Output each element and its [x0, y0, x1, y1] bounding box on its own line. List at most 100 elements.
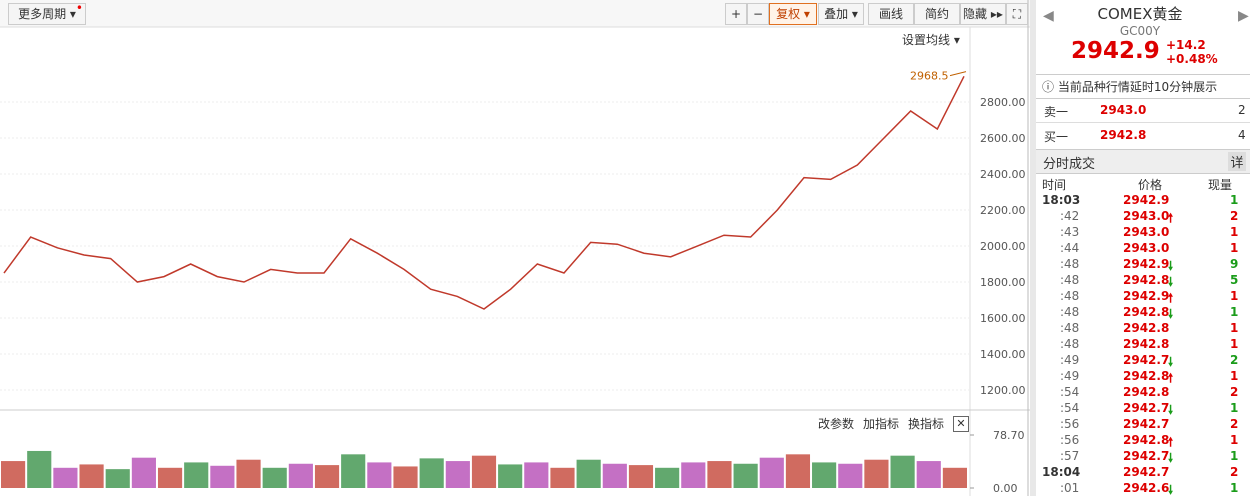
trade-price: 2942.8 — [1123, 433, 1170, 447]
trade-arrow: 🠗 — [1168, 307, 1174, 321]
trade-qty: 1 — [1230, 337, 1239, 351]
volume-bar — [838, 463, 863, 488]
prev-arrow[interactable]: ◀ — [1043, 8, 1054, 24]
trade-row: :43 2943.0 1 — [1036, 225, 1250, 241]
trade-qty: 2 — [1230, 385, 1239, 399]
volume-bar — [628, 465, 654, 488]
trade-price: 2942.8 — [1123, 273, 1170, 287]
trade-price: 2942.9 — [1123, 289, 1170, 303]
toolbar-button[interactable]: 叠加 ▾ — [818, 3, 864, 25]
volume-bar — [733, 463, 758, 488]
trade-time: :56 — [1060, 433, 1080, 447]
detail-button[interactable]: 详 — [1228, 152, 1246, 171]
max-marker — [949, 71, 967, 77]
trade-price: 2942.6 — [1123, 481, 1170, 495]
toolbar-button[interactable]: 复权 ▾ — [769, 3, 817, 25]
trade-price: 2942.7 — [1123, 353, 1170, 367]
toolbar-button[interactable]: 画线 — [868, 3, 914, 25]
volume-bar — [602, 463, 627, 488]
volume-bar — [210, 465, 235, 488]
indicator-button[interactable]: 换指标 — [908, 417, 945, 431]
trade-qty: 2 — [1230, 465, 1239, 479]
splitter[interactable] — [1030, 0, 1036, 496]
y-tick-label: 1200.00 — [980, 384, 1026, 397]
trade-price: 2942.8 — [1123, 337, 1170, 351]
trade-price: 2942.8 — [1123, 305, 1170, 319]
next-arrow[interactable]: ▶ — [1238, 8, 1249, 24]
y-tick-label: 2800.00 — [980, 96, 1026, 109]
volume-bar — [184, 462, 209, 488]
trade-qty: 2 — [1230, 209, 1239, 223]
toolbar-button[interactable]: 简约 — [914, 3, 960, 25]
divider — [1036, 122, 1250, 123]
fullscreen[interactable]: ⛶ — [1006, 3, 1028, 25]
trade-qty: 1 — [1230, 321, 1239, 335]
volume-bar — [471, 455, 497, 488]
volume-bar — [1, 461, 26, 488]
ma-setting[interactable]: 设置均线 ▾ — [902, 33, 960, 47]
sell-price: 2943.0 — [1100, 103, 1147, 117]
y-tick-label: 2200.00 — [980, 204, 1026, 217]
symbol-code: GC00Y — [1119, 24, 1161, 38]
trade-time: :49 — [1060, 369, 1080, 383]
volume-bar — [864, 459, 889, 488]
trade-qty: 2 — [1230, 417, 1239, 431]
trade-time: :54 — [1060, 385, 1080, 399]
indicator-button[interactable]: 改参数 — [818, 417, 855, 431]
trade-row: :48 2942.8 1 — [1036, 321, 1250, 337]
trade-qty: 5 — [1230, 273, 1239, 287]
trades-header — [1036, 149, 1250, 174]
volume-tick-label: 0.00 — [993, 482, 1018, 495]
trade-qty: 1 — [1230, 241, 1239, 255]
trade-arrow: 🠕 — [1168, 211, 1174, 225]
toolbar-button[interactable]: 隐藏 ▸▸ — [960, 3, 1006, 25]
notice-text: 当前品种行情延时10分钟展示 — [1057, 80, 1218, 94]
trade-row: :54 2942.8 2 — [1036, 385, 1250, 401]
volume-bar — [157, 467, 183, 488]
change: +14.2 — [1166, 38, 1206, 52]
trade-time: :48 — [1060, 273, 1080, 287]
volume-bar — [812, 462, 837, 488]
trade-price: 2942.9 — [1123, 193, 1170, 207]
volume-bar — [576, 459, 601, 488]
zoom-in[interactable]: + — [725, 3, 747, 25]
button-label: 复权 — [776, 7, 801, 21]
button-label: 画线 — [878, 7, 903, 21]
volume-bar — [314, 465, 340, 488]
col-header: 时间 — [1042, 178, 1067, 192]
trade-price: 2942.8 — [1123, 369, 1170, 383]
trade-time: :43 — [1060, 225, 1080, 239]
volume-bar — [655, 467, 680, 488]
zoom-out[interactable]: − — [747, 3, 769, 25]
trade-row: :42 2943.0 🠕 2 — [1036, 209, 1250, 225]
volume-bar — [550, 467, 575, 488]
trade-row: 18:03 2942.9 1 — [1036, 193, 1250, 209]
trade-arrow: 🠕 — [1168, 291, 1174, 305]
period-button[interactable]: 更多周期 ▾ • — [8, 1, 86, 25]
trade-row: :54 2942.7 🠗 1 — [1036, 401, 1250, 417]
volume-bar — [681, 462, 706, 488]
symbol-name: COMEX黄金 — [1097, 5, 1183, 23]
volume-bar — [498, 464, 523, 488]
trade-time: :44 — [1060, 241, 1080, 255]
trade-time: :01 — [1060, 481, 1080, 495]
volume-bar — [393, 466, 418, 488]
buy-price: 2942.8 — [1100, 128, 1147, 142]
volume-bar — [367, 462, 392, 488]
close-indicator[interactable]: ✕ — [953, 416, 969, 432]
ma-setting-label: 设置均线 — [902, 33, 951, 47]
trade-time: :48 — [1060, 337, 1080, 351]
indicator-button[interactable]: 加指标 — [863, 417, 900, 431]
trade-row: :48 2942.9 🠗 9 — [1036, 257, 1250, 273]
trade-row: 18:04 2942.7 2 — [1036, 465, 1250, 481]
trade-qty: 1 — [1230, 305, 1239, 319]
volume-bar — [419, 458, 444, 488]
volume-bar — [262, 467, 287, 488]
y-tick-label: 2600.00 — [980, 132, 1026, 145]
buy-label: 买一 — [1044, 130, 1069, 144]
volume-bar — [53, 467, 78, 488]
trade-time: :56 — [1060, 417, 1080, 431]
trade-price: 2942.7 — [1123, 465, 1170, 479]
trade-row: :48 2942.8 🠗 5 — [1036, 273, 1250, 289]
trade-qty: 1 — [1230, 369, 1239, 383]
